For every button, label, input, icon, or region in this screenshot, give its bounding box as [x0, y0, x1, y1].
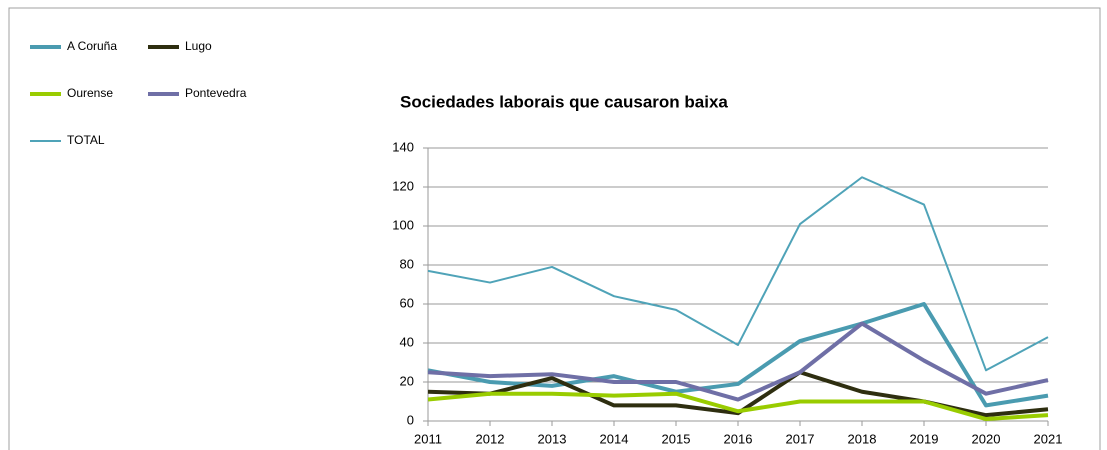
- chart-title: Sociedades laborais que causaron baixa: [400, 92, 728, 111]
- x-tick-label: 2014: [600, 431, 629, 446]
- x-tick-label: 2012: [476, 431, 505, 446]
- y-tick-label: 20: [400, 373, 414, 388]
- x-tick-label: 2020: [972, 431, 1001, 446]
- x-tick-label: 2015: [662, 431, 691, 446]
- y-tick-label: 140: [392, 139, 414, 154]
- series-line: [427, 302, 1049, 408]
- y-tick-label: 40: [400, 334, 414, 349]
- legend-label: A Coruña: [67, 39, 117, 53]
- series-line: [427, 176, 1049, 372]
- x-tick-label: 2016: [724, 431, 753, 446]
- legend-label: Pontevedra: [185, 86, 247, 100]
- series-line: [427, 391, 1049, 422]
- y-tick-label: 120: [392, 178, 414, 193]
- y-tick-label: 60: [400, 295, 414, 310]
- y-tick-label: 80: [400, 256, 414, 271]
- y-tick-label: 100: [392, 217, 414, 232]
- x-tick-label: 2019: [910, 431, 939, 446]
- x-tick-label: 2011: [414, 431, 442, 446]
- x-tick-label: 2013: [538, 431, 567, 446]
- y-tick-label: 0: [407, 412, 414, 427]
- legend-label: Ourense: [67, 86, 113, 100]
- x-tick-label: 2021: [1034, 431, 1063, 446]
- x-tick-label: 2018: [848, 431, 877, 446]
- legend-label: Lugo: [185, 39, 212, 53]
- chart-border: [8, 7, 1101, 450]
- x-tick-label: 2017: [786, 431, 815, 446]
- legend-label: TOTAL: [67, 133, 105, 147]
- series-line: [427, 321, 1049, 402]
